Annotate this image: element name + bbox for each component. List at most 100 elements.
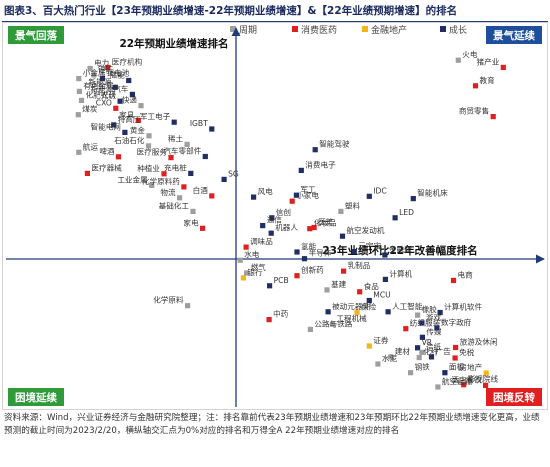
- data-label: 特高压: [118, 114, 141, 124]
- data-label: 造纸: [426, 341, 442, 351]
- data-point: [138, 103, 144, 109]
- data-point: [307, 226, 313, 232]
- quadrant-label: 困境延续: [15, 391, 57, 404]
- data-point: [408, 370, 414, 376]
- data-point: [181, 184, 187, 190]
- data-point: [76, 76, 82, 82]
- data-label: 稀土: [168, 133, 184, 143]
- data-point: [267, 283, 273, 289]
- data-point: [351, 249, 357, 255]
- data-label: IDC: [373, 186, 386, 195]
- quadrant-label: 景气回落: [14, 29, 57, 42]
- data-point: [200, 225, 206, 231]
- data-point: [188, 170, 194, 176]
- data-point: [293, 192, 299, 198]
- data-label: 影视院线: [468, 374, 499, 384]
- data-point: [268, 230, 274, 236]
- data-point: [392, 215, 398, 221]
- data-label: 塑料: [345, 200, 361, 210]
- data-point: [76, 149, 82, 155]
- data-label: 工程机械: [336, 313, 367, 323]
- data-point: [171, 119, 177, 125]
- data-point: [105, 64, 111, 70]
- data-point: [307, 326, 313, 332]
- data-point: [145, 143, 152, 149]
- data-point: [190, 208, 196, 214]
- data-point: [415, 312, 421, 318]
- data-point: [112, 84, 118, 90]
- data-points: [75, 57, 506, 390]
- data-point: [410, 196, 416, 202]
- data-label: 军工电子: [140, 111, 171, 121]
- data-label: 半导体: [309, 248, 332, 258]
- quadrant-label: 困境反转: [493, 391, 535, 404]
- data-label: 橡胶: [422, 304, 438, 314]
- data-point: [289, 198, 295, 204]
- data-label: 食品: [364, 281, 380, 291]
- data-label: 面板: [449, 362, 465, 372]
- data-point: [324, 287, 330, 293]
- data-point: [209, 126, 215, 132]
- data-point: [115, 154, 122, 160]
- data-label: 被动元器件: [332, 301, 370, 311]
- data-label: 水泥: [382, 353, 398, 363]
- data-label: 基建: [331, 279, 347, 289]
- data-label: 储能: [110, 70, 126, 80]
- data-label: 工业金属: [117, 174, 147, 184]
- data-label: 快递: [122, 95, 138, 105]
- legend-label: 周期: [239, 25, 257, 36]
- data-point: [251, 194, 257, 200]
- data-point: [338, 208, 344, 214]
- legend-item: 成长: [440, 24, 467, 36]
- data-label: 风电: [258, 186, 274, 196]
- data-point: [99, 76, 105, 82]
- data-point: [452, 355, 458, 361]
- data-label: 火电: [462, 49, 478, 59]
- data-label: 传媒: [426, 326, 442, 336]
- data-point: [434, 325, 440, 331]
- data-label: 钢铁: [415, 362, 431, 372]
- data-point: [455, 57, 461, 63]
- data-label: 航空运输: [442, 376, 473, 386]
- data-label: MCU: [373, 291, 390, 300]
- data-point: [298, 167, 304, 173]
- data-point: [75, 112, 81, 118]
- data-point: [301, 256, 308, 262]
- quadrant-top-left: 景气回落: [8, 26, 64, 44]
- data-point: [382, 276, 388, 282]
- data-point: [269, 215, 275, 221]
- data-point: [483, 370, 489, 376]
- data-point: [428, 354, 435, 360]
- data-label: 通信: [267, 215, 283, 225]
- data-point: [416, 355, 422, 361]
- quadrant-bottom-right: 困境反转: [486, 388, 542, 406]
- data-label: LED: [399, 208, 414, 217]
- data-label: 光伏: [101, 90, 117, 100]
- data-point: [260, 223, 266, 229]
- data-point: [185, 303, 191, 309]
- data-label: 啤酒: [99, 146, 115, 156]
- data-label: 小家电: [296, 190, 319, 200]
- source-note: 资料来源：Wind，兴业证券经济与金融研究院整理；注：排名靠前代表23年预期业绩…: [4, 413, 540, 436]
- data-point: [354, 309, 360, 316]
- data-label: 房地产: [459, 362, 482, 372]
- data-point: [419, 349, 425, 355]
- data-point: [375, 361, 381, 367]
- data-point: [129, 91, 135, 97]
- data-label: 物流: [160, 187, 176, 197]
- data-point: [311, 224, 317, 231]
- scatter-plot: 周期 消费医药 金融地产 成长 23年业绩环比22年改善幅度排名 22年预期业绩增速排名…: [2, 22, 548, 410]
- figure-title: 图表3、百大热门行业【23年预期业绩增速-22年预期业绩增速】&【22年业绩预期…: [4, 5, 458, 17]
- data-label: 化学原料: [153, 295, 184, 305]
- data-label: 创新药: [301, 265, 324, 275]
- data-point: [135, 117, 141, 123]
- data-label: 智能驾驶: [319, 139, 350, 149]
- data-label: 猪产业: [477, 56, 500, 66]
- data-label: 氢能: [301, 241, 317, 251]
- data-label: 军工: [300, 185, 316, 194]
- title-rule: [2, 21, 548, 22]
- data-label: 机器人: [275, 222, 298, 232]
- data-label: 医疗器械: [91, 162, 122, 172]
- data-point: [78, 97, 85, 103]
